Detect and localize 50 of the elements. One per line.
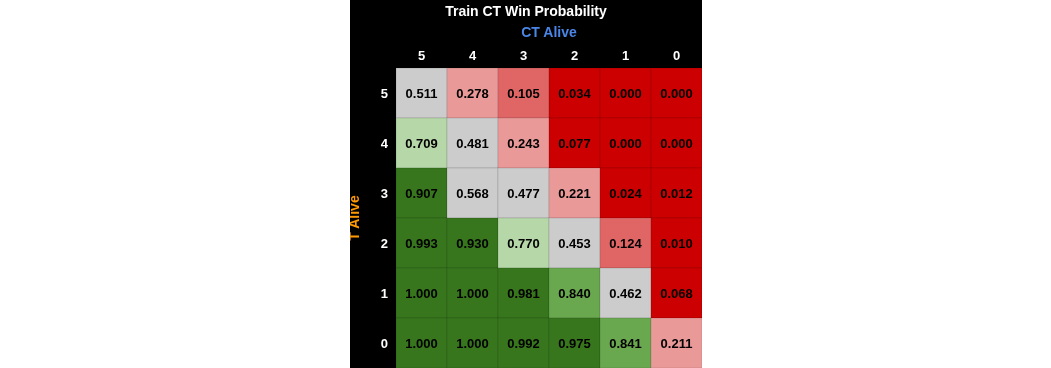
y-tick-label: 0 [380, 335, 388, 351]
data-label: 0.124 [609, 235, 643, 251]
y-tick-label: 1 [380, 285, 388, 301]
y-tick-label: 2 [380, 235, 388, 251]
data-label: 0.211 [660, 335, 693, 351]
data-label: 0.000 [660, 135, 693, 151]
x-tick-label: 2 [570, 48, 579, 63]
data-label: 0.840 [558, 285, 591, 301]
data-label: 0.930 [456, 235, 489, 251]
data-label: 1.000 [456, 285, 489, 301]
data-label: 0.000 [609, 135, 642, 151]
data-label: 1.000 [405, 335, 438, 351]
data-label: 0.841 [609, 335, 642, 351]
data-label: 1.000 [456, 335, 489, 351]
data-label: 0.012 [660, 185, 693, 201]
x-tick-label: 4 [468, 48, 477, 63]
data-label: 0.568 [456, 185, 489, 201]
data-label: 0.907 [405, 185, 438, 201]
data-label: 0.105 [507, 85, 540, 101]
x-tick-label: 0 [672, 48, 681, 63]
data-label: 0.975 [558, 335, 591, 351]
x-axis-title: CT Alive [520, 24, 578, 40]
data-label: 0.243 [507, 135, 540, 151]
chart-title: Train CT Win Probability [444, 3, 608, 19]
x-tick-label: 5 [417, 48, 426, 63]
data-label: 0.993 [405, 235, 438, 251]
y-tick-label: 4 [380, 135, 389, 151]
data-label: 0.477 [507, 185, 540, 201]
data-label: 0.481 [456, 135, 489, 151]
data-label: 0.000 [609, 85, 642, 101]
data-label: 0.278 [456, 85, 489, 101]
data-label: 0.024 [609, 185, 643, 201]
data-label: 0.770 [507, 235, 540, 251]
data-label: 0.462 [609, 285, 642, 301]
data-label: 0.068 [660, 285, 693, 301]
x-tick-label: 1 [621, 48, 630, 63]
y-tick-label: 3 [380, 185, 388, 201]
data-label: 0.221 [558, 185, 591, 201]
data-label: 0.000 [660, 85, 693, 101]
data-label: 0.992 [507, 335, 540, 351]
data-label: 0.077 [558, 135, 591, 151]
x-tick-label: 3 [519, 48, 528, 63]
data-label: 0.709 [405, 135, 438, 151]
y-tick-label: 5 [380, 85, 388, 101]
data-label: 0.981 [507, 285, 540, 301]
data-label: 0.453 [558, 235, 591, 251]
data-label: 0.034 [558, 85, 592, 101]
data-label: 1.000 [405, 285, 438, 301]
data-label: 0.511 [405, 85, 438, 101]
data-label: 0.010 [660, 235, 693, 251]
